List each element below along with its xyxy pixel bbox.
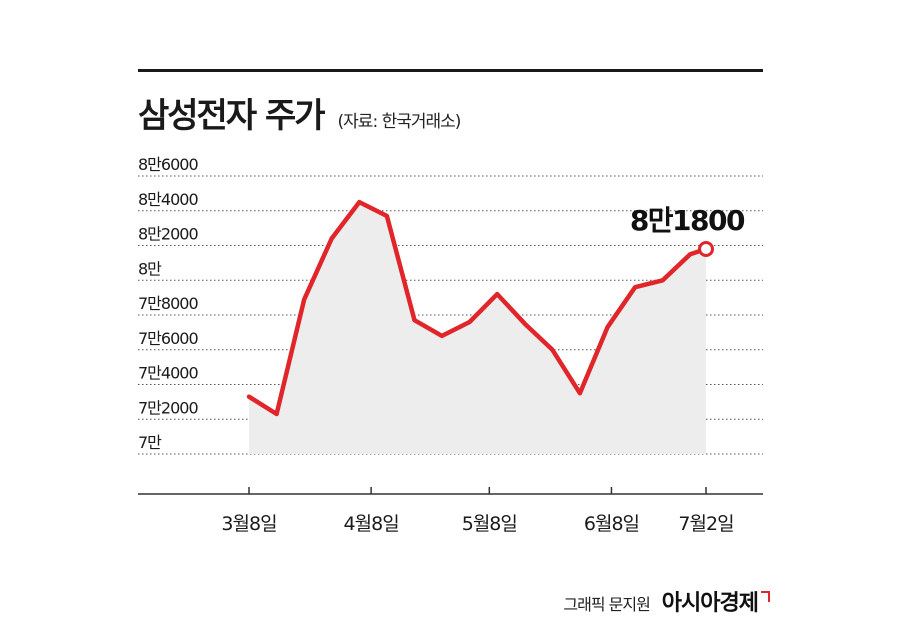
chart-title: 삼성전자 주가: [138, 96, 326, 136]
x-tick-label: 7월2일: [678, 513, 733, 535]
source-note: (자료: 한국거래소): [337, 112, 462, 132]
y-tick-label: 8만2000: [138, 225, 198, 244]
brand-mark-icon: [761, 591, 770, 602]
brand-name: 아시아경제: [661, 591, 759, 616]
header: 삼성전자 주가 (자료: 한국거래소): [138, 88, 462, 136]
y-tick-label: 7만: [138, 433, 162, 452]
y-tick-label: 8만6000: [138, 155, 198, 174]
x-tick-label: 3월8일: [221, 513, 276, 535]
last-value-marker: [698, 240, 714, 257]
y-tick-label: 7만8000: [138, 294, 198, 313]
brand-logo: 아시아경제: [662, 585, 770, 617]
y-tick-label: 7만4000: [138, 364, 198, 383]
x-tick-label: 5월8일: [462, 513, 517, 535]
last-value-label: 8만1800: [630, 204, 745, 237]
line-layer: [246, 199, 714, 417]
x-tick-label: 4월8일: [344, 513, 399, 535]
footer: 그래픽 문지원 아시아경제: [563, 585, 770, 617]
area-layer: [249, 202, 706, 454]
y-tick-label: 8만: [138, 259, 162, 278]
axis-layer: [138, 487, 763, 495]
label-layer: 8만6000 8만4000 8만2000 8만 7만8000 7만6000 7만4000 7만…: [138, 155, 747, 535]
y-tick-label: 7만6000: [138, 329, 198, 348]
top-rule: [138, 69, 763, 72]
graphic-credit: 그래픽 문지원: [563, 595, 650, 614]
price-line: [246, 199, 709, 417]
y-tick-label: 7만2000: [138, 398, 198, 417]
area-fill: [249, 202, 706, 454]
y-tick-label: 8만4000: [138, 190, 198, 209]
x-tick-label: 6월8일: [584, 513, 639, 535]
